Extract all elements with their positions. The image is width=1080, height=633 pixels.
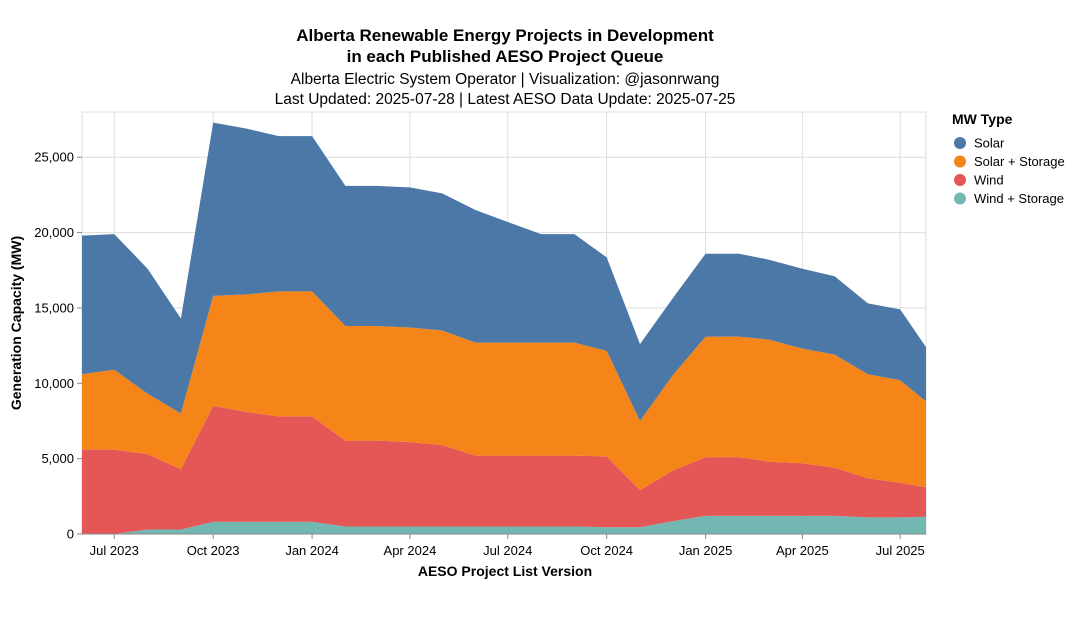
chart-title-line-2: in each Published AESO Project Queue <box>347 47 664 66</box>
legend-title: MW Type <box>952 111 1013 127</box>
y-tick-label: 20,000 <box>34 225 74 240</box>
y-tick-label: 25,000 <box>34 150 74 165</box>
x-tick-label: Jul 2024 <box>483 543 532 558</box>
x-axis-title: AESO Project List Version <box>418 563 592 579</box>
axes: 0 5,000 10,000 15,000 20,000 25,000 Jul 2023 Oc… <box>34 150 926 558</box>
legend-swatch-solar-storage <box>954 155 966 168</box>
area-wind <box>82 405 926 534</box>
y-tick-label: 5,000 <box>41 451 74 466</box>
legend-label-wind: Wind <box>974 173 1004 188</box>
x-tick-label: Apr 2024 <box>384 543 437 558</box>
area-solar <box>82 122 926 421</box>
x-tick-label: Apr 2025 <box>776 543 829 558</box>
legend-swatch-wind <box>954 174 966 186</box>
legend-swatch-wind-storage <box>954 192 966 205</box>
chart-title-line-1: Alberta Renewable Energy Projects in Dev… <box>296 26 714 45</box>
x-tick-label: Jan 2025 <box>679 543 733 558</box>
y-tick-label: 0 <box>67 527 74 542</box>
legend-label-solar: Solar <box>974 136 1005 151</box>
x-tick-label: Jan 2024 <box>285 543 339 558</box>
x-tick-label: Jul 2023 <box>90 543 139 558</box>
y-axis-title: Generation Capacity (MW) <box>8 236 24 410</box>
y-tick-label: 15,000 <box>34 300 74 315</box>
x-tick-label: Jul 2025 <box>876 543 925 558</box>
area-solar-storage <box>82 291 926 491</box>
legend-label-solar-storage: Solar + Storage <box>974 154 1065 169</box>
y-tick-label: 10,000 <box>34 376 74 391</box>
x-tick-label: Oct 2024 <box>580 543 633 558</box>
area-wind-storage <box>82 515 926 534</box>
legend-swatch-solar <box>954 137 966 149</box>
chart-subtitle-line-2: Last Updated: 2025-07-28 | Latest AESO D… <box>275 91 736 108</box>
chart-subtitle-line-1: Alberta Electric System Operator | Visua… <box>291 71 720 88</box>
legend: MW Type Solar Solar + Storage Wind Wind + S… <box>952 111 1065 206</box>
x-tick-label: Oct 2023 <box>187 543 240 558</box>
legend-label-wind-storage: Wind + Storage <box>974 191 1064 206</box>
stacked-areas <box>82 122 926 534</box>
